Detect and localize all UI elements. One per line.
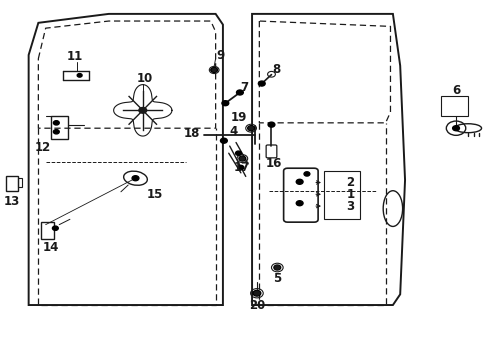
Text: 18: 18 [183, 127, 199, 140]
Circle shape [247, 126, 254, 131]
Text: 16: 16 [265, 157, 282, 170]
Bar [50, 116, 67, 139]
Text: 13: 13 [3, 195, 20, 208]
Text: 2: 2 [346, 176, 354, 189]
Circle shape [139, 108, 146, 113]
Circle shape [452, 126, 459, 131]
Text: 3: 3 [346, 199, 354, 212]
Circle shape [258, 81, 264, 86]
Text: 6: 6 [451, 84, 459, 97]
Circle shape [240, 157, 244, 160]
Circle shape [132, 176, 139, 181]
Circle shape [236, 90, 243, 95]
Circle shape [304, 172, 309, 176]
Circle shape [235, 151, 241, 156]
Circle shape [53, 121, 59, 125]
Text: 17: 17 [233, 161, 249, 174]
Text: 20: 20 [248, 299, 264, 312]
Text: 12: 12 [35, 141, 51, 154]
Text: 11: 11 [66, 50, 83, 63]
Circle shape [273, 265, 280, 270]
Circle shape [77, 73, 82, 77]
Text: 15: 15 [146, 188, 163, 201]
Circle shape [252, 291, 260, 296]
Bar [6, 176, 18, 191]
Text: 10: 10 [137, 72, 153, 85]
Bar [441, 96, 467, 116]
Circle shape [52, 226, 58, 230]
Circle shape [267, 122, 274, 127]
Bar [18, 178, 22, 187]
Circle shape [254, 291, 259, 295]
Circle shape [220, 138, 227, 143]
Circle shape [53, 130, 59, 134]
Text: 5: 5 [273, 272, 281, 285]
Circle shape [212, 68, 216, 71]
Text: 7: 7 [240, 81, 248, 94]
Text: 19: 19 [230, 111, 246, 124]
Circle shape [248, 127, 253, 130]
Text: 1: 1 [346, 188, 354, 201]
Bar [323, 171, 360, 219]
Circle shape [210, 67, 217, 72]
Text: 14: 14 [42, 241, 59, 255]
Text: 8: 8 [272, 63, 280, 76]
Circle shape [296, 201, 303, 206]
Circle shape [296, 179, 303, 184]
Text: 4: 4 [229, 125, 237, 138]
Circle shape [274, 266, 279, 269]
Circle shape [222, 101, 228, 106]
Circle shape [239, 156, 245, 161]
Text: 9: 9 [216, 49, 224, 62]
Circle shape [238, 165, 244, 170]
Bar [41, 222, 54, 239]
